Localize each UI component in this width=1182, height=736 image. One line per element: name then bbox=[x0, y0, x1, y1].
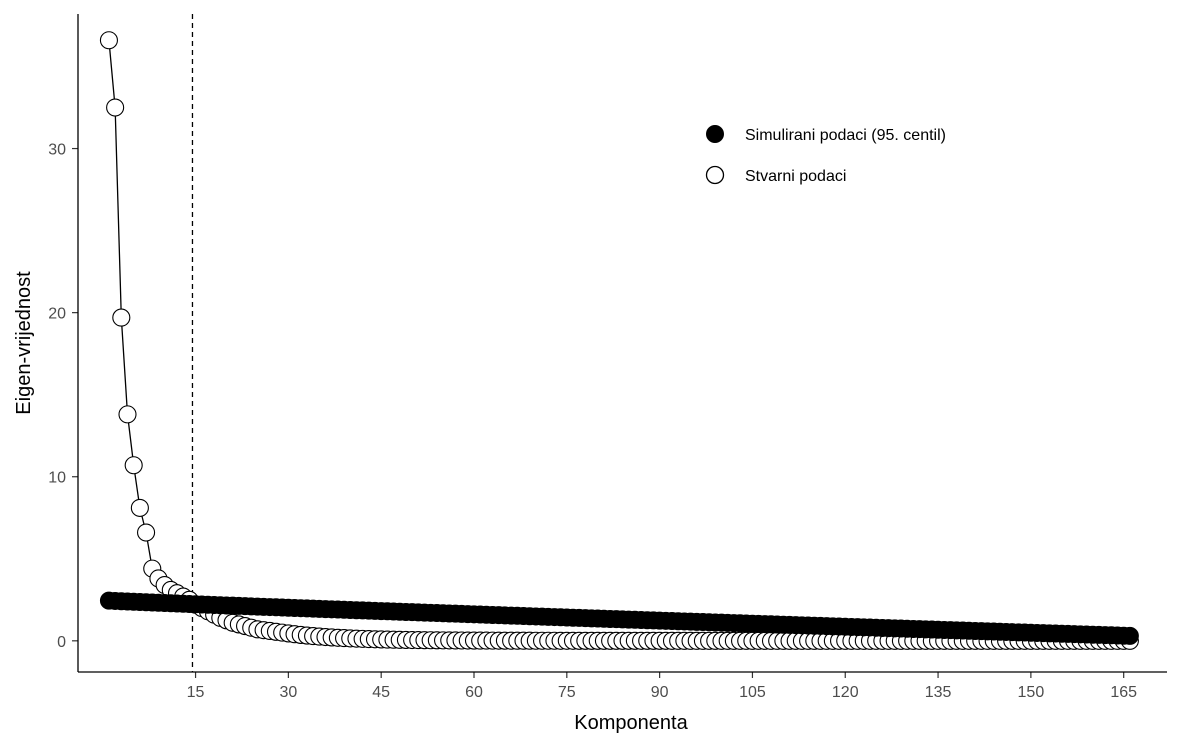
simulirani-point bbox=[1120, 626, 1139, 645]
stvarni-podaci-points bbox=[99, 31, 1139, 650]
stvarni-point bbox=[137, 523, 156, 542]
x-tick-label: 75 bbox=[558, 684, 576, 701]
x-tick-label: 15 bbox=[187, 684, 205, 701]
y-tick-label: 30 bbox=[48, 142, 66, 159]
x-tick-label: 45 bbox=[372, 684, 390, 701]
stvarni-podaci-line bbox=[108, 40, 1130, 642]
x-tick-label: 105 bbox=[739, 684, 766, 701]
stvarni-point bbox=[106, 98, 125, 117]
y-tick-label: 0 bbox=[57, 634, 66, 651]
y-axis-title: Eigen-vrijednost bbox=[13, 271, 35, 415]
x-tick-label: 120 bbox=[832, 684, 859, 701]
x-axis-title: Komponenta bbox=[574, 712, 688, 734]
x-tick-label: 90 bbox=[651, 684, 669, 701]
stvarni-point bbox=[112, 308, 131, 327]
simulirani-podaci-points bbox=[99, 591, 1139, 645]
legend: Simulirani podaci (95. centil) Stvarni p… bbox=[705, 125, 946, 185]
legend-filled-circle-icon bbox=[706, 125, 724, 143]
stvarni-point bbox=[118, 405, 137, 424]
stvarni-point bbox=[124, 456, 143, 475]
legend-label-stvarni: Stvarni podaci bbox=[745, 168, 846, 185]
legend-open-circle-icon bbox=[705, 165, 725, 185]
plot-area bbox=[99, 14, 1139, 672]
x-axis-ticks: 15 30 45 60 75 90 105 120 135 150 165 bbox=[187, 672, 1137, 701]
y-tick-label: 10 bbox=[48, 470, 66, 487]
x-tick-label: 60 bbox=[465, 684, 483, 701]
y-tick-label: 20 bbox=[48, 306, 66, 323]
legend-label-simulirani: Simulirani podaci (95. centil) bbox=[745, 127, 946, 144]
x-tick-label: 165 bbox=[1110, 684, 1137, 701]
x-tick-label: 30 bbox=[279, 684, 297, 701]
x-tick-label: 150 bbox=[1018, 684, 1045, 701]
y-axis-ticks: 0 10 20 30 bbox=[48, 142, 78, 651]
stvarni-point bbox=[99, 31, 118, 50]
x-tick-label: 135 bbox=[925, 684, 952, 701]
stvarni-point bbox=[130, 498, 149, 517]
